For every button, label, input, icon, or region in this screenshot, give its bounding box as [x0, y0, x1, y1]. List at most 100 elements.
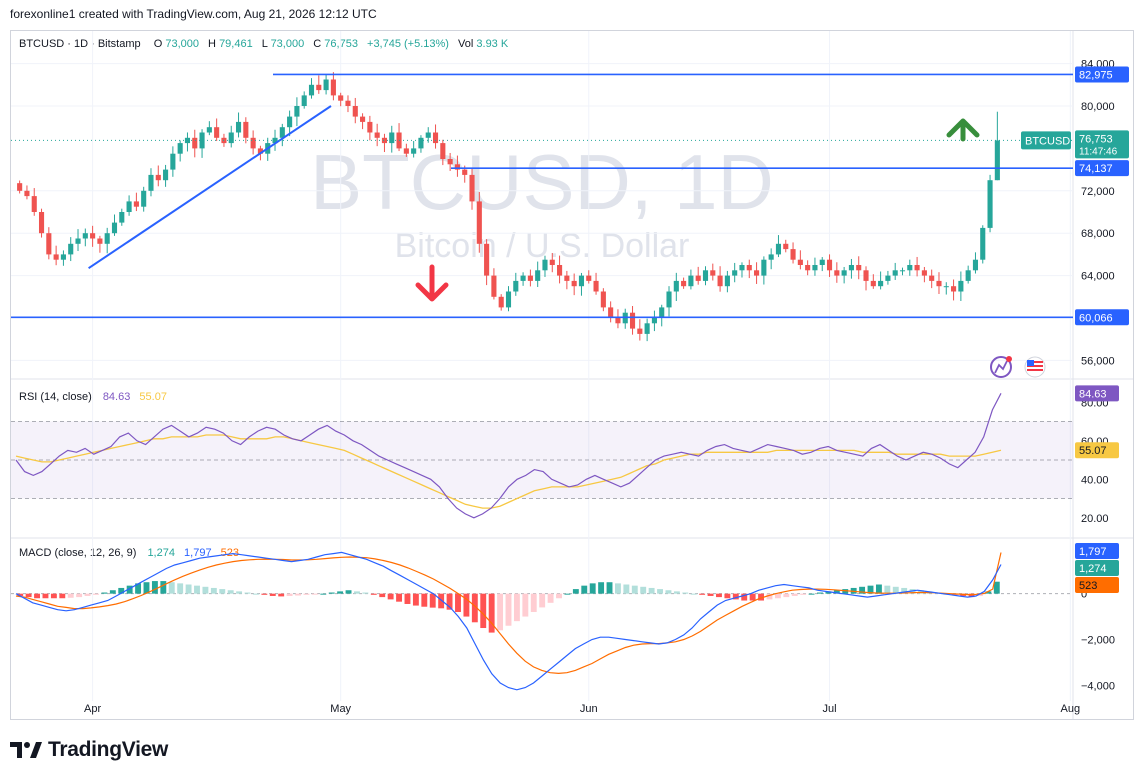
candle-body[interactable]: [666, 291, 672, 308]
candle-body[interactable]: [462, 169, 468, 175]
macd-histogram-bar[interactable]: [774, 593, 781, 599]
macd-histogram-bar[interactable]: [842, 589, 849, 594]
candle-body[interactable]: [972, 259, 979, 271]
macd-histogram-bar[interactable]: [421, 593, 428, 607]
macd-histogram-bar[interactable]: [404, 593, 411, 604]
candle-body[interactable]: [637, 328, 643, 334]
macd-histogram-bar[interactable]: [833, 590, 840, 594]
macd-histogram-bar[interactable]: [269, 593, 276, 596]
candle-body[interactable]: [761, 259, 767, 276]
macd-histogram-bar[interactable]: [25, 593, 32, 598]
macd-histogram-bar[interactable]: [202, 586, 209, 594]
candle-body[interactable]: [374, 132, 380, 138]
macd-histogram-bar[interactable]: [808, 593, 815, 595]
candle-body[interactable]: [644, 323, 650, 334]
macd-histogram-bar[interactable]: [345, 590, 352, 594]
macd-histogram-bar[interactable]: [210, 587, 217, 594]
candle-body[interactable]: [199, 132, 205, 149]
candle-body[interactable]: [564, 275, 570, 281]
candle-body[interactable]: [797, 259, 803, 265]
macd-histogram-bar[interactable]: [76, 593, 83, 598]
candle-body[interactable]: [783, 243, 789, 250]
macd-histogram-bar[interactable]: [800, 593, 807, 595]
candle-body[interactable]: [367, 121, 373, 133]
macd-histogram-bar[interactable]: [354, 591, 360, 594]
candle-body[interactable]: [418, 137, 424, 149]
candle-body[interactable]: [681, 280, 687, 287]
macd-signal-line[interactable]: [15, 552, 1002, 675]
macd-histogram-bar[interactable]: [337, 591, 344, 594]
candle-body[interactable]: [826, 259, 833, 271]
macd-histogram-bar[interactable]: [84, 593, 91, 596]
macd-histogram-bar[interactable]: [126, 585, 133, 594]
macd-histogram-bar[interactable]: [101, 592, 108, 594]
macd-histogram-bar[interactable]: [227, 590, 234, 594]
candle-body[interactable]: [819, 259, 825, 265]
macd-histogram-bar[interactable]: [286, 593, 293, 596]
macd-histogram-bar[interactable]: [640, 586, 647, 594]
chart-frame[interactable]: BTCUSD, 1D Bitcoin / U.S. Dollar BTCUSD …: [10, 30, 1134, 720]
candle-body[interactable]: [133, 201, 139, 207]
candle-body[interactable]: [403, 148, 409, 154]
candle-body[interactable]: [673, 280, 679, 292]
macd-histogram-bar[interactable]: [606, 582, 613, 594]
macd-histogram-bar[interactable]: [59, 593, 66, 599]
candle-body[interactable]: [608, 307, 614, 318]
candle-body[interactable]: [53, 254, 59, 260]
candle-body[interactable]: [863, 270, 869, 281]
chart-canvas[interactable]: BTCUSD, 1D Bitcoin / U.S. Dollar BTCUSD …: [11, 31, 1133, 719]
macd-histogram-bar[interactable]: [791, 593, 798, 596]
candle-body[interactable]: [578, 275, 585, 287]
candle-body[interactable]: [484, 243, 490, 276]
macd-histogram-bar[interactable]: [901, 587, 908, 594]
macd-histogram-bar[interactable]: [471, 593, 478, 623]
candle-body[interactable]: [754, 270, 760, 276]
macd-histogram-bar[interactable]: [825, 591, 832, 594]
macd-histogram-bar[interactable]: [513, 593, 520, 622]
macd-histogram-bar[interactable]: [556, 593, 562, 599]
macd-histogram-bar[interactable]: [488, 593, 495, 633]
macd-histogram-bar[interactable]: [892, 586, 899, 594]
candle-body[interactable]: [352, 106, 358, 117]
candle-body[interactable]: [97, 238, 103, 244]
candle-body[interactable]: [505, 291, 512, 308]
candle-body[interactable]: [600, 291, 606, 308]
candle-body[interactable]: [549, 259, 555, 265]
macd-histogram-bar[interactable]: [749, 593, 756, 601]
price-axis[interactable]: 84,00080,00072,00068,00064,00056,00082,9…: [1075, 59, 1129, 693]
candle-body[interactable]: [746, 265, 752, 271]
macd-histogram-bar[interactable]: [522, 593, 529, 617]
candle-body[interactable]: [848, 265, 854, 271]
candle-body[interactable]: [943, 286, 949, 288]
macd-histogram-bar[interactable]: [160, 581, 167, 594]
candle-body[interactable]: [586, 275, 592, 281]
macd-histogram-bar[interactable]: [732, 593, 739, 600]
candle-body[interactable]: [834, 270, 840, 276]
macd-histogram-bar[interactable]: [177, 583, 184, 594]
candle-body[interactable]: [68, 243, 74, 255]
macd-histogram-bar[interactable]: [151, 581, 158, 594]
macd-histogram-bar[interactable]: [547, 593, 554, 603]
candle-body[interactable]: [235, 121, 242, 133]
candle-body[interactable]: [965, 270, 971, 281]
candle-body[interactable]: [542, 259, 548, 271]
macd-histogram-bar[interactable]: [505, 593, 512, 626]
candle-body[interactable]: [936, 280, 942, 287]
candle-body[interactable]: [878, 280, 884, 287]
macd-histogram-bar[interactable]: [977, 593, 983, 596]
candle-body[interactable]: [710, 270, 716, 276]
candle-body[interactable]: [126, 201, 132, 212]
candle-body[interactable]: [907, 265, 913, 271]
macd-histogram-bar[interactable]: [766, 593, 773, 600]
macd-histogram-bar[interactable]: [614, 583, 621, 594]
macd-histogram-bar[interactable]: [480, 593, 487, 629]
candle-body[interactable]: [360, 116, 366, 122]
macd-pane[interactable]: [11, 551, 1073, 691]
candle-body[interactable]: [432, 132, 439, 144]
macd-histogram-bar[interactable]: [109, 590, 116, 594]
candle-body[interactable]: [615, 318, 621, 324]
candle-body[interactable]: [987, 180, 993, 228]
candle-body[interactable]: [812, 265, 818, 271]
macd-histogram-bar[interactable]: [387, 593, 394, 600]
macd-histogram-bar[interactable]: [875, 584, 882, 594]
